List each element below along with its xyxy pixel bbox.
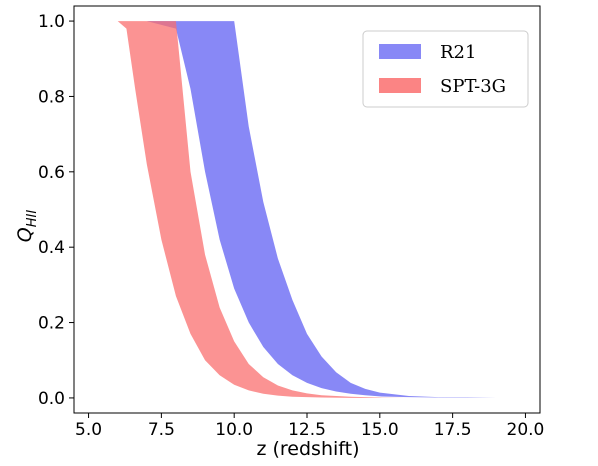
band-r21	[88, 21, 526, 398]
x-axis: 5.0 7.5 10.0 12.5 15.0 17.5 20.0	[75, 413, 544, 440]
y-axis-label-main: Q	[14, 227, 36, 242]
x-tick-label: 20.0	[507, 420, 545, 440]
legend-label-spt3g: SPT-3G	[440, 76, 506, 97]
x-tick-label: 15.0	[361, 420, 399, 440]
x-tick-label: 7.5	[148, 420, 175, 440]
x-tick-label: 10.0	[215, 420, 253, 440]
y-axis-label: QHII	[14, 210, 40, 243]
y-axis: 0.0 0.2 0.4 0.6 0.8 1.0	[38, 12, 74, 409]
legend-swatch-spt3g	[379, 78, 421, 93]
bands-layer	[88, 21, 526, 398]
x-axis-label: z (redshift)	[256, 438, 359, 460]
y-tick-label: 0.0	[38, 389, 65, 409]
x-tick-label: 17.5	[434, 420, 472, 440]
y-tick-label: 0.6	[38, 163, 65, 183]
y-tick-label: 0.2	[38, 314, 65, 334]
y-tick-label: 0.8	[38, 87, 65, 107]
y-tick-label: 0.4	[38, 238, 65, 258]
legend-label-r21: R21	[440, 42, 476, 63]
x-tick-label: 12.5	[288, 420, 326, 440]
band-spt3g	[88, 21, 526, 398]
y-axis-label-sub: HII	[25, 210, 40, 228]
y-tick-label: 1.0	[38, 12, 65, 32]
legend: R21 SPT-3G	[362, 30, 529, 108]
legend-swatch-r21	[379, 44, 421, 59]
x-tick-label: 5.0	[75, 420, 102, 440]
